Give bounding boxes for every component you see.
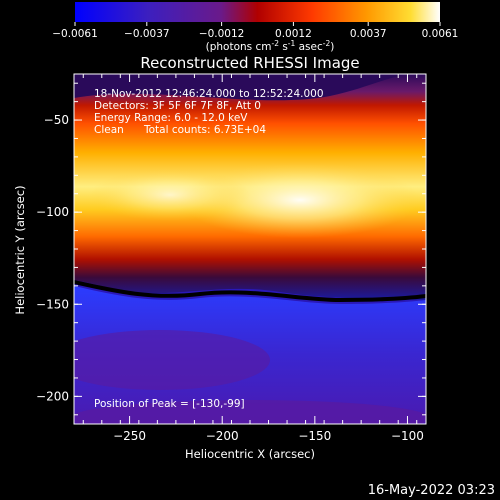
colorbar-tick-label: 0.0012 [275,28,312,40]
dark-contour [74,280,426,303]
colorbar-tick-label: −0.0012 [199,28,245,40]
x-axis-ticks: −250 −200 −150 −100 [82,74,424,443]
dim-patch [74,330,270,390]
chart-title: Reconstructed RHESSI Image [140,54,359,72]
dim-patch-bottom [74,400,426,424]
x-tick-label: −250 [113,429,146,443]
x-tick-label: −200 [206,429,239,443]
colorbar-unit-label: (photons cm-2 s-1 asec-2) [206,39,335,53]
colorbar-tick-label: 0.0037 [350,28,387,40]
footer-timestamp: 16-May-2022 03:23 [368,483,495,498]
colorbar [75,2,440,22]
peak-glow [180,162,420,238]
x-tick-label: −100 [391,429,424,443]
annotation-energy: Energy Range: 6.0 - 12.0 keV [94,112,248,124]
y-tick-label: −150 [36,297,69,311]
annotation-counts: Total counts: 6.73E+04 [143,124,266,136]
annotation-time: 18-Nov-2012 12:46:24.000 to 12:52:24.000 [94,88,324,100]
annotation-peak: Position of Peak = [-130,-99] [94,398,245,410]
y-tick-label: −200 [36,389,69,403]
heatmap-image [74,74,426,424]
annotation-method: Clean [94,124,124,136]
y-tick-label: −100 [36,205,69,219]
y-tick-label: −50 [44,113,69,127]
annotation-detectors: Detectors: 3F 5F 6F 7F 8F, Att 0 [94,100,261,112]
colorbar-tick-label: −0.0061 [52,28,98,40]
colorbar-tick-label: 0.0061 [422,28,459,40]
colorbar-ticks: −0.0061 −0.0037 −0.0012 0.0012 0.0037 0.0061 [52,22,458,40]
y-axis-label: Heliocentric Y (arcsec) [13,185,27,314]
x-axis-label: Heliocentric X (arcsec) [185,447,315,461]
x-tick-label: −150 [298,429,331,443]
colorbar-tick-label: −0.0037 [124,28,170,40]
peak-glow-left [90,169,250,221]
y-axis-ticks: −50 −100 −150 −200 [36,82,426,416]
